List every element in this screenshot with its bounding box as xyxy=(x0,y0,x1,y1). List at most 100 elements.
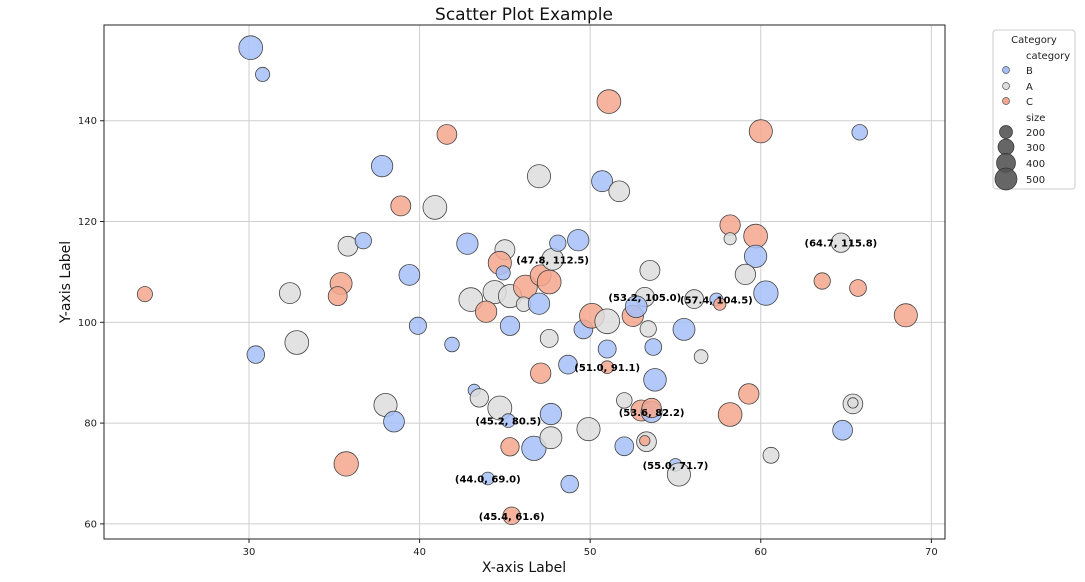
data-point-A xyxy=(684,289,704,309)
data-point-B xyxy=(644,338,663,356)
data-point-B xyxy=(500,413,516,428)
data-point-C xyxy=(530,362,552,384)
data-point-A xyxy=(693,349,709,364)
data-point-C xyxy=(713,297,727,311)
legend-size-marker xyxy=(997,138,1015,156)
data-point-B xyxy=(560,474,579,494)
data-point-B xyxy=(495,265,511,281)
data-point-A xyxy=(723,232,737,246)
data-point-B xyxy=(753,280,779,306)
legend-size-label: 500 xyxy=(1026,175,1045,186)
y-tick-label: 80 xyxy=(84,419,97,430)
data-point-A xyxy=(639,259,661,281)
legend-label-A: A xyxy=(1026,82,1033,93)
legend-label-B: B xyxy=(1026,66,1033,77)
data-point-B xyxy=(456,232,479,255)
data-point-A xyxy=(422,195,448,220)
data-point-B xyxy=(851,124,868,141)
data-point-C xyxy=(813,272,831,290)
data-point-B xyxy=(743,244,768,268)
chart-title: Scatter Plot Example xyxy=(435,5,613,25)
data-point-B xyxy=(597,339,617,359)
plot-frame xyxy=(103,24,946,540)
point-annotation: (55.0, 71.7) xyxy=(643,461,709,472)
data-point-B xyxy=(832,419,853,441)
data-point-A xyxy=(616,392,633,409)
data-point-B xyxy=(480,471,495,486)
point-annotation: (45.4, 61.6) xyxy=(479,512,545,523)
data-point-C xyxy=(536,269,562,295)
data-point-C xyxy=(600,360,614,375)
data-point-C xyxy=(748,119,773,144)
data-point-A xyxy=(278,282,301,305)
data-point-B xyxy=(643,368,667,392)
y-axis-label: Y-axis Label xyxy=(58,241,74,324)
data-point-B xyxy=(255,66,271,82)
data-point-A xyxy=(762,446,780,464)
legend-size-marker xyxy=(994,167,1018,191)
data-point-B xyxy=(370,155,394,178)
data-point-A xyxy=(576,417,601,442)
data-point-C xyxy=(333,451,359,477)
data-point-B xyxy=(383,410,405,433)
x-tick-label: 30 xyxy=(243,547,256,558)
grid-lines xyxy=(104,25,945,539)
data-point-A xyxy=(608,180,630,203)
legend-size-title: size xyxy=(1026,113,1045,124)
data-point-B xyxy=(539,402,563,426)
x-tick-label: 40 xyxy=(413,547,426,558)
data-point-B xyxy=(521,435,547,461)
data-point-C xyxy=(500,437,520,457)
data-point-B xyxy=(527,292,551,315)
x-axis-label: X-axis Label xyxy=(482,560,566,576)
data-point-B xyxy=(408,316,427,335)
data-point-B xyxy=(354,232,372,250)
legend-hue-title: category xyxy=(1026,51,1070,62)
legend-size-label: 300 xyxy=(1026,143,1045,154)
x-tick-label: 60 xyxy=(754,547,767,558)
data-point-C xyxy=(717,402,743,427)
x-tick-label: 50 xyxy=(584,547,597,558)
data-point-B xyxy=(614,436,635,457)
data-point-B xyxy=(567,229,590,252)
legend-marker-B xyxy=(1002,66,1010,74)
data-point-B xyxy=(591,170,613,193)
y-tick-label: 140 xyxy=(78,116,97,127)
data-point-C xyxy=(849,279,867,297)
legend-marker-C xyxy=(1002,97,1010,105)
data-point-A xyxy=(594,308,620,335)
point-annotation: (47.8, 112.5) xyxy=(516,255,589,266)
y-tick-label: 100 xyxy=(78,318,97,329)
legend-size-label: 200 xyxy=(1026,128,1045,139)
axis-ticks: 30 40 50 60 70 60 80 100 120 140 xyxy=(78,116,938,558)
data-point-C xyxy=(136,286,153,303)
data-point-A xyxy=(527,164,552,189)
data-point-C xyxy=(327,286,348,307)
data-point-B xyxy=(246,345,266,364)
point-annotation: (53.2, 105.0) xyxy=(608,293,681,304)
data-point-C xyxy=(639,435,651,447)
data-point-A xyxy=(734,263,757,285)
data-point-A xyxy=(639,320,657,338)
legend-size-marker xyxy=(999,125,1013,139)
data-point-C xyxy=(893,303,918,328)
data-point-A xyxy=(830,232,852,253)
y-tick-label: 120 xyxy=(78,217,97,228)
data-point-C xyxy=(596,89,622,114)
data-point-B xyxy=(558,354,578,375)
data-point-C xyxy=(502,506,521,526)
legend-size-label: 400 xyxy=(1026,159,1045,170)
point-annotation: (57.4, 104.5) xyxy=(680,296,753,307)
legend-items: BAC 200 300 400 500 xyxy=(994,66,1045,191)
data-point-B xyxy=(624,295,648,319)
data-point-C xyxy=(474,300,498,323)
data-point-B xyxy=(398,264,421,286)
legend: Category category BAC 200 300 400 500 size xyxy=(992,29,1076,191)
point-annotation: (51.0, 91.1) xyxy=(574,363,640,374)
data-point-B xyxy=(238,35,264,61)
data-point-B xyxy=(672,317,696,341)
data-point-A xyxy=(539,328,559,348)
legend-label-C: C xyxy=(1026,97,1033,108)
data-point-A xyxy=(847,397,859,409)
